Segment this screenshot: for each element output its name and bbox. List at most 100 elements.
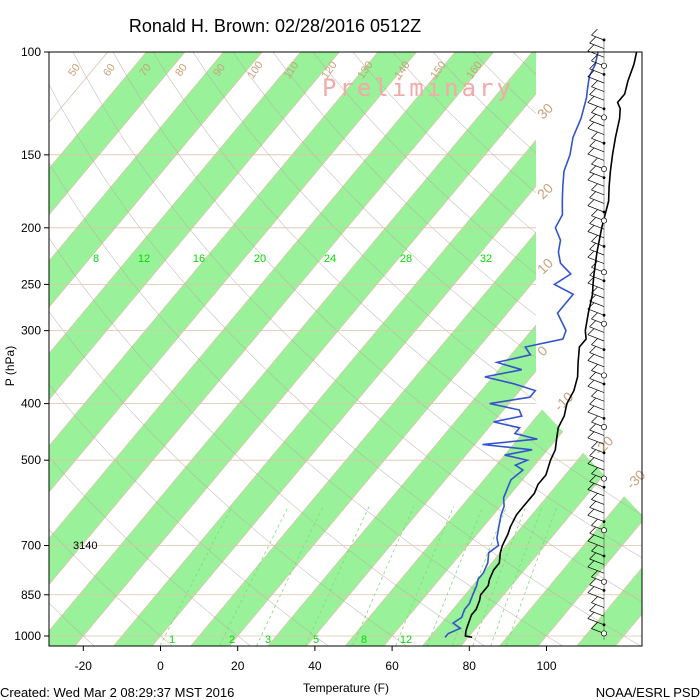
barb-feather <box>591 261 598 268</box>
wind-barb <box>591 467 607 482</box>
mixing-ratio-label: 12 <box>138 253 150 265</box>
dry-adiabat-line <box>49 52 485 646</box>
wind-barb <box>589 346 605 359</box>
dry-adiabat-line <box>0 39 16 646</box>
temperature-axis: -20 0 20 40 60 80 100 <box>75 646 557 673</box>
mixing-ratio-line <box>505 506 558 646</box>
wind-barb <box>589 114 605 127</box>
wind-barb <box>591 209 607 224</box>
barb-shaft <box>587 566 605 574</box>
preliminary-watermark: Preliminary <box>322 74 514 102</box>
wind-barb <box>587 534 605 548</box>
barb-calm-circle <box>601 424 607 430</box>
barb-feather <box>591 183 598 191</box>
barb-feather <box>587 431 595 439</box>
wind-barb <box>589 604 605 617</box>
wind-barb <box>587 612 606 627</box>
wind-barb <box>591 132 606 145</box>
barb-shaft <box>587 463 605 471</box>
barb-feather <box>589 552 596 560</box>
wind-barb <box>589 243 605 256</box>
barb-shaft <box>591 86 605 92</box>
mixing-ratio-label: 24 <box>324 253 336 265</box>
barb-feather <box>589 578 596 586</box>
barb-shaft <box>587 231 605 239</box>
wind-barb <box>587 96 606 111</box>
barb-dot <box>602 417 606 420</box>
dry-adiabat-line <box>49 52 407 646</box>
barb-feather <box>587 457 595 464</box>
barb-feather <box>591 209 598 216</box>
barb-shaft <box>589 481 605 488</box>
barb-feather <box>587 534 595 542</box>
barb-shaft <box>587 76 605 84</box>
mixing-ratio-label: 16 <box>193 253 205 265</box>
barb-dot <box>602 245 606 248</box>
wind-barb <box>591 596 605 608</box>
dewpoint-series-line <box>444 52 599 638</box>
barb-dot <box>602 107 606 111</box>
isotherm-line <box>74 52 594 646</box>
wind-barb <box>589 475 606 489</box>
barb-feather <box>589 114 596 121</box>
barb-shaft <box>591 395 605 402</box>
wind-barb <box>589 294 605 307</box>
barb-feather <box>589 501 596 508</box>
barb-feather <box>587 586 595 593</box>
barb-shaft <box>587 153 605 161</box>
barb-feather <box>589 36 596 44</box>
barb-feather <box>589 372 596 379</box>
wind-barb <box>587 225 605 239</box>
mixing-ratio-label: 20 <box>254 253 266 265</box>
isotherm-line <box>49 52 285 646</box>
barb-feather <box>591 570 598 578</box>
barb-shaft <box>587 179 605 187</box>
barb-shaft <box>589 68 605 75</box>
wind-barb <box>587 147 605 161</box>
barb-shaft <box>587 102 605 110</box>
barb-feather <box>591 622 598 629</box>
wind-barb <box>591 441 606 455</box>
isotherm-band <box>422 52 642 646</box>
wind-barb <box>589 552 605 565</box>
y-tick-label: 200 <box>21 221 41 235</box>
barb-feather <box>587 328 595 335</box>
barb-dot <box>602 348 606 351</box>
wind-barb <box>587 586 605 600</box>
x-tick-label: 100 <box>536 659 556 673</box>
barb-calm-circle <box>601 630 607 637</box>
barb-shaft <box>591 344 605 350</box>
x-tick-label: 20 <box>231 659 245 673</box>
x-tick-label: 60 <box>385 659 399 673</box>
barb-shaft <box>591 602 605 608</box>
wind-barb <box>591 390 605 402</box>
mixing-ratio-labels: 8 12 16 20 24 28 321 2 3 5 8 12 <box>93 253 492 646</box>
wind-barb <box>589 501 605 514</box>
barb-feather <box>591 441 598 449</box>
barb-shaft <box>589 223 605 230</box>
barb-feather <box>587 122 595 129</box>
wind-barb <box>587 328 605 342</box>
wind-barb <box>587 251 605 264</box>
wind-barb <box>589 320 605 333</box>
barb-feather <box>591 519 598 526</box>
wind-barb <box>587 431 605 445</box>
barb-shaft <box>587 127 605 135</box>
barb-calm-circle <box>601 320 607 327</box>
isotherm-band <box>113 52 642 646</box>
isotherm-label-top: 80 <box>173 62 190 79</box>
barb-feather <box>589 268 596 276</box>
barb-feather <box>589 475 596 482</box>
isotherm-line <box>49 52 555 646</box>
barb-feather <box>587 199 595 206</box>
barb-shaft <box>589 403 605 411</box>
x-tick-label: 40 <box>308 659 322 673</box>
wind-barb <box>587 457 605 471</box>
barb-shaft <box>589 378 605 385</box>
barb-dot <box>602 313 606 317</box>
barb-shaft <box>587 205 605 213</box>
wind-barb <box>591 312 607 327</box>
wind-barb <box>591 157 607 172</box>
mixing-ratio-line <box>159 506 233 646</box>
